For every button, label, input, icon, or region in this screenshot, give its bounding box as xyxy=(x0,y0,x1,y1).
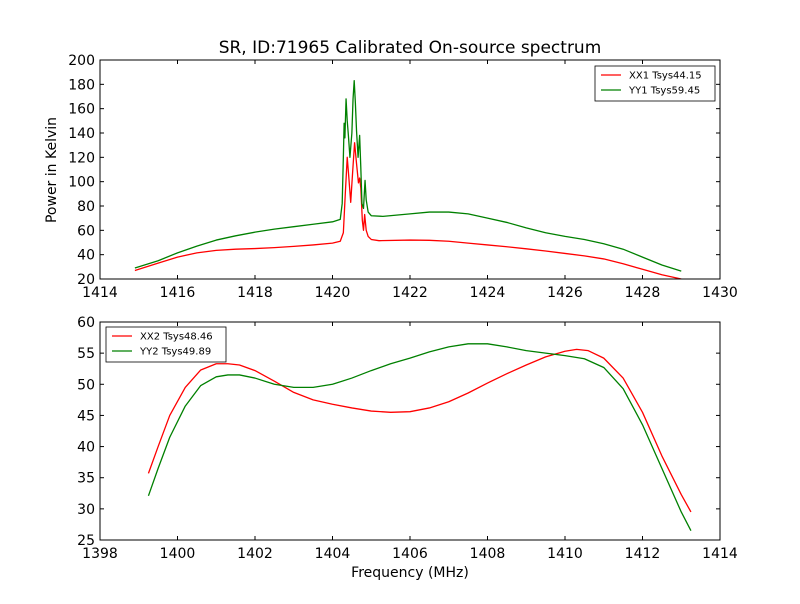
legend-label: YY1 Tsys59.45 xyxy=(628,86,700,97)
bottom-spectrum-panel: 1398 1400 1402 1404 1406 1408 1410 1412 1414 25 30… xyxy=(77,315,738,562)
y-tick-label: 50 xyxy=(77,377,95,393)
y-tick-label: 35 xyxy=(77,471,95,487)
x-tick-label: 1430 xyxy=(702,285,738,301)
legend-box xyxy=(105,326,227,363)
x-tick-label: 1404 xyxy=(315,546,351,562)
legend: XX1 Tsys44.15 YY1 Tsys59.45 xyxy=(594,65,716,102)
x-axis-label: Frequency (MHz) xyxy=(351,565,469,581)
x-tick-label: 1422 xyxy=(392,285,428,301)
y-tick-label: 25 xyxy=(77,533,95,549)
y-tick-label: 100 xyxy=(68,175,95,191)
legend-box xyxy=(594,65,716,102)
x-tick-label: 1402 xyxy=(237,546,273,562)
x-tick-label: 1406 xyxy=(392,546,428,562)
x-tick-label: 1412 xyxy=(625,546,661,562)
y-tick-label: 20 xyxy=(77,272,95,288)
x-tick-label: 1400 xyxy=(160,546,196,562)
y-tick-label: 45 xyxy=(77,408,95,424)
y-tick-label: 40 xyxy=(77,440,95,456)
y-tick-label: 40 xyxy=(77,248,95,264)
x-tick-label: 1414 xyxy=(82,285,118,301)
x-tick-label: 1428 xyxy=(625,285,661,301)
x-tick-label: 1424 xyxy=(470,285,506,301)
legend-label: YY2 Tsys49.89 xyxy=(139,347,211,358)
y-tick-label: 120 xyxy=(68,150,95,166)
x-tick-label: 1418 xyxy=(237,285,273,301)
x-tick-label: 1398 xyxy=(82,546,118,562)
x-tick-label: 1410 xyxy=(547,546,583,562)
x-tick-label: 1426 xyxy=(547,285,583,301)
top-spectrum-panel: 1414 1416 1418 1420 1422 1424 1426 1428 1430 20 40… xyxy=(68,53,738,301)
x-tick-label: 1416 xyxy=(160,285,196,301)
series-line-2 xyxy=(147,343,692,531)
legend-label: XX2 Tsys48.46 xyxy=(140,332,213,343)
y-tick-label: 80 xyxy=(77,199,95,215)
y-tick-label: 60 xyxy=(77,223,95,239)
y-tick-label: 140 xyxy=(68,126,95,142)
y-tick-label: 180 xyxy=(68,77,95,93)
series-line-2 xyxy=(134,80,682,272)
series-line-1 xyxy=(147,348,692,513)
y-tick-label: 30 xyxy=(77,502,95,518)
y-tick-label: 60 xyxy=(77,315,95,331)
series-line-1 xyxy=(134,142,682,279)
y-tick-label: 160 xyxy=(68,102,95,118)
y-tick-label: 55 xyxy=(77,346,95,362)
chart-title: SR, ID:71965 Calibrated On-source spectr… xyxy=(219,38,602,58)
x-tick-label: 1420 xyxy=(315,285,351,301)
y-axis-label: Power in Kelvin xyxy=(44,117,60,223)
legend-label: XX1 Tsys44.15 xyxy=(629,71,702,82)
x-tick-label: 1408 xyxy=(470,546,506,562)
y-tick-label: 200 xyxy=(68,53,95,69)
x-tick-label: 1414 xyxy=(702,546,738,562)
legend: XX2 Tsys48.46 YY2 Tsys49.89 xyxy=(105,326,227,363)
